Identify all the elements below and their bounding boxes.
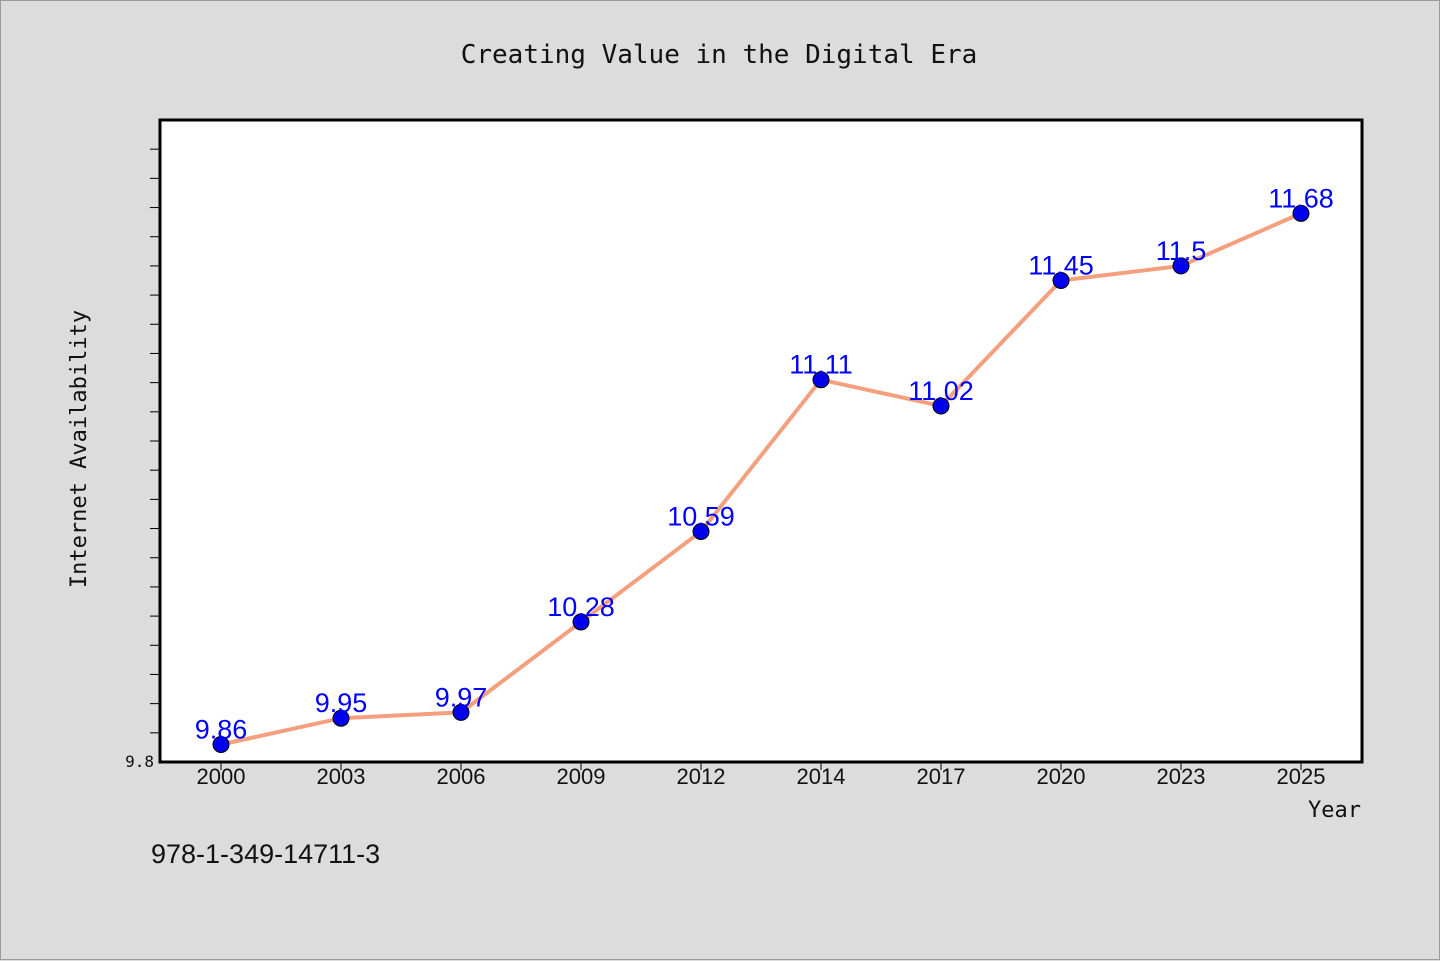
data-point bbox=[452, 703, 470, 721]
y-axis-label: Internet Availability bbox=[67, 310, 92, 588]
data-markers bbox=[212, 204, 1310, 753]
data-point bbox=[932, 397, 950, 415]
data-label: 10.59 bbox=[667, 501, 735, 531]
data-label: 9.95 bbox=[315, 688, 368, 718]
data-point bbox=[572, 613, 590, 631]
data-point bbox=[332, 709, 350, 727]
y-axis-ticks: 9.8 bbox=[125, 148, 160, 771]
x-tick-label: 2017 bbox=[917, 764, 966, 789]
data-point bbox=[1292, 204, 1310, 222]
data-point bbox=[692, 522, 710, 540]
isbn-text: 978-1-349-14711-3 bbox=[151, 839, 380, 869]
x-tick-label: 2009 bbox=[557, 764, 606, 789]
data-point bbox=[1052, 272, 1070, 289]
data-label: 10.28 bbox=[547, 592, 615, 622]
x-tick-label: 2012 bbox=[677, 764, 726, 789]
data-label: 11.45 bbox=[1028, 251, 1094, 281]
data-label: 9.86 bbox=[195, 714, 248, 744]
chart-title: Creating Value in the Digital Era bbox=[461, 40, 978, 70]
data-label: 11.11 bbox=[789, 350, 853, 380]
x-tick-label: 2000 bbox=[197, 764, 246, 789]
x-tick-label: 2025 bbox=[1277, 764, 1326, 789]
y-tick-label: 9.8 bbox=[125, 752, 154, 771]
x-tick-label: 2020 bbox=[1037, 764, 1086, 789]
x-tick-label: 2003 bbox=[317, 764, 366, 789]
x-tick-label: 2006 bbox=[437, 764, 486, 789]
x-tick-label: 2014 bbox=[797, 764, 846, 789]
x-tick-label: 2023 bbox=[1157, 764, 1206, 789]
data-point bbox=[1172, 257, 1190, 275]
data-label: 11.68 bbox=[1268, 183, 1334, 213]
series-line bbox=[220, 211, 1302, 747]
data-point bbox=[812, 371, 830, 389]
data-labels: 9.86 9.95 9.97 10.28 10.59 11.11 11.02 11.45 11.… bbox=[195, 183, 1334, 744]
plot-area bbox=[158, 118, 1364, 764]
data-label: 11.02 bbox=[908, 376, 974, 406]
x-axis-label: Year bbox=[1308, 798, 1361, 823]
data-label: 11.5 bbox=[1156, 236, 1207, 266]
data-label: 9.97 bbox=[435, 682, 488, 712]
x-axis-ticks: 2000 2003 2006 2009 2012 2014 2017 2020 2023 2025 bbox=[197, 762, 1326, 789]
data-point bbox=[212, 735, 230, 753]
